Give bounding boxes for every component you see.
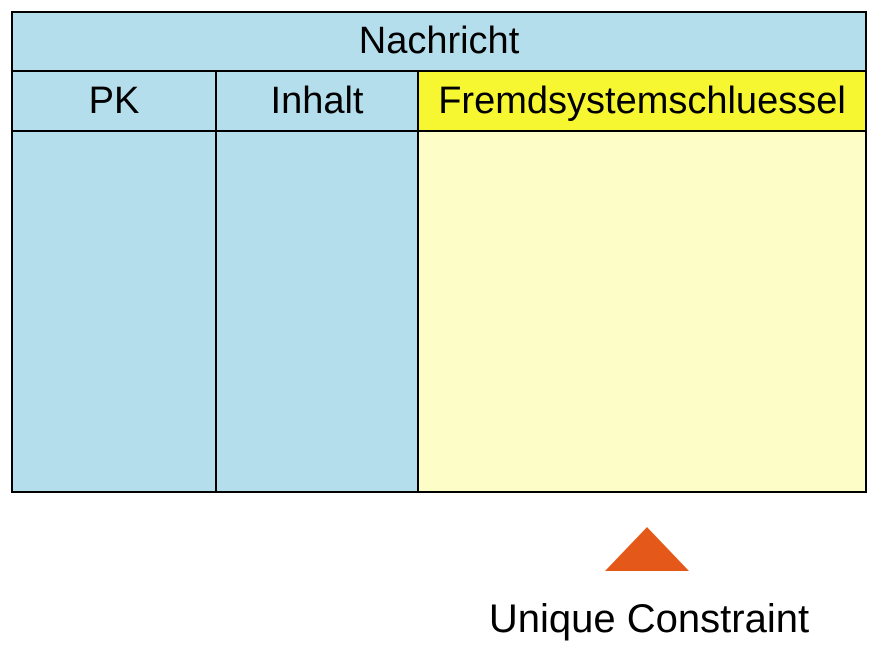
column-header-fremdsystemschluessel: Fremdsystemschluessel <box>417 70 865 130</box>
body-cell-inhalt <box>215 130 417 491</box>
unique-constraint-label: Unique Constraint <box>488 597 810 641</box>
column-header-inhalt: Inhalt <box>215 70 417 130</box>
triangle-up-icon <box>605 527 689 571</box>
column-header-pk: PK <box>13 70 215 130</box>
entity-table: Nachricht PK Inhalt Fremdsystemschluesse… <box>11 11 867 493</box>
body-cell-pk <box>13 130 215 491</box>
body-cell-fremdsystemschluessel <box>417 130 865 491</box>
table-title: Nachricht <box>13 13 865 70</box>
